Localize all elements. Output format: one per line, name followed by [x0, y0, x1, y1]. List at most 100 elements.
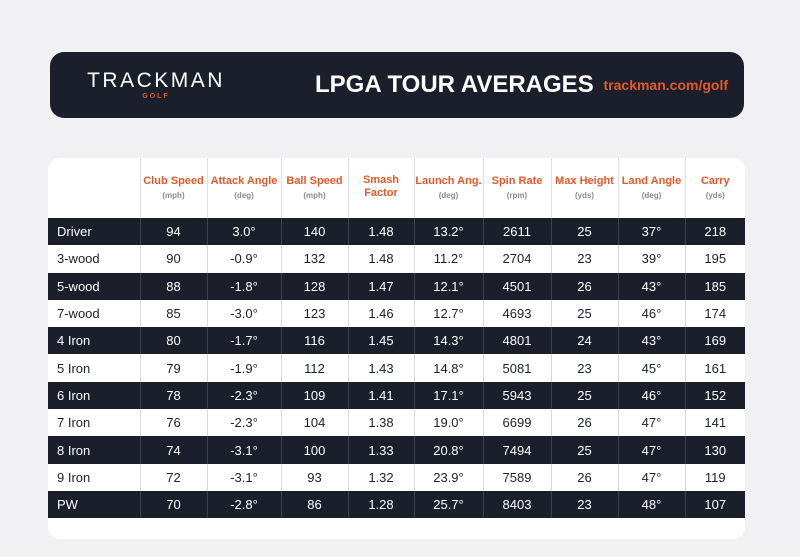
cell-club-speed: 70: [139, 490, 207, 519]
cell-launch-angle: 25.7°: [413, 490, 483, 519]
cell-ball-speed: 112: [280, 354, 348, 382]
cell-spin-rate: 7589: [482, 463, 551, 491]
cell-launch-angle: 17.1°: [413, 381, 483, 410]
column-unit: (deg): [641, 191, 662, 200]
cell-club: 6 Iron: [48, 381, 140, 410]
cell-land-angle: 46°: [617, 381, 685, 410]
column-header-max-height: Max Height (yds): [550, 158, 618, 218]
column-header-club: [48, 158, 140, 218]
cell-carry: 169: [684, 327, 745, 355]
cell-ball-speed: 128: [280, 272, 348, 300]
cell-carry: 130: [684, 436, 745, 464]
averages-table-card: Club Speed (mph) Attack Angle (deg) Ball Spe…: [48, 158, 745, 539]
cell-land-angle: 46°: [617, 299, 685, 328]
column-unit: (rpm): [506, 191, 528, 200]
cell-launch-angle: 12.1°: [413, 272, 483, 300]
cell-carry: 107: [684, 490, 745, 519]
cell-land-angle: 43°: [617, 327, 685, 355]
cell-max-height: 26: [550, 272, 618, 300]
cell-attack-angle: -2.3°: [206, 381, 281, 410]
cell-club-speed: 90: [139, 245, 207, 273]
cell-smash-factor: 1.32: [347, 463, 414, 491]
cell-club: 7-wood: [48, 299, 140, 328]
column-header-ball-speed: Ball Speed (mph): [280, 158, 348, 218]
cell-club-speed: 85: [139, 299, 207, 328]
cell-club: PW: [48, 490, 140, 519]
table-row: 5 Iron 79 -1.9° 112 1.43 14.8° 5081 23 45° 161: [48, 354, 745, 382]
column-unit: (mph): [162, 191, 185, 200]
page-title: LPGA TOUR AVERAGES: [315, 71, 594, 98]
cell-max-height: 25: [550, 381, 618, 410]
column-name: Launch Ang.: [415, 175, 482, 187]
cell-smash-factor: 1.47: [347, 272, 414, 300]
column-unit: (yds): [705, 191, 725, 200]
column-name: Spin Rate: [491, 175, 543, 187]
column-unit: (deg): [438, 191, 459, 200]
cell-club: Driver: [48, 218, 140, 246]
cell-spin-rate: 7494: [482, 436, 551, 464]
trackman-logo: TRACKMAN GOLF: [76, 70, 236, 102]
cell-carry: 218: [684, 218, 745, 246]
cell-attack-angle: -1.7°: [206, 327, 281, 355]
cell-max-height: 23: [550, 245, 618, 273]
cell-carry: 195: [684, 245, 745, 273]
cell-attack-angle: 3.0°: [206, 218, 281, 246]
table-row: 9 Iron 72 -3.1° 93 1.32 23.9° 7589 26 47° 119: [48, 463, 745, 491]
cell-launch-angle: 14.8°: [413, 354, 483, 382]
cell-launch-angle: 14.3°: [413, 327, 483, 355]
cell-max-height: 25: [550, 436, 618, 464]
cell-land-angle: 47°: [617, 463, 685, 491]
cell-smash-factor: 1.38: [347, 409, 414, 437]
website-link[interactable]: trackman.com/golf: [603, 77, 728, 93]
cell-club-speed: 80: [139, 327, 207, 355]
column-header-launch-angle: Launch Ang. (deg): [413, 158, 483, 218]
cell-club: 5 Iron: [48, 354, 140, 382]
cell-carry: 174: [684, 299, 745, 328]
table-row: 7 Iron 76 -2.3° 104 1.38 19.0° 6699 26 47° 141: [48, 409, 745, 437]
cell-smash-factor: 1.48: [347, 245, 414, 273]
column-name: Smash Factor: [362, 174, 400, 199]
cell-max-height: 25: [550, 218, 618, 246]
cell-smash-factor: 1.41: [347, 381, 414, 410]
cell-attack-angle: -1.9°: [206, 354, 281, 382]
cell-spin-rate: 6699: [482, 409, 551, 437]
cell-land-angle: 48°: [617, 490, 685, 519]
cell-ball-speed: 140: [280, 218, 348, 246]
logo-subtext: GOLF: [142, 93, 170, 100]
cell-ball-speed: 93: [280, 463, 348, 491]
cell-club-speed: 76: [139, 409, 207, 437]
table-row: 8 Iron 74 -3.1° 100 1.33 20.8° 7494 25 47° 130: [48, 436, 745, 464]
cell-carry: 161: [684, 354, 745, 382]
cell-land-angle: 45°: [617, 354, 685, 382]
cell-carry: 152: [684, 381, 745, 410]
cell-ball-speed: 116: [280, 327, 348, 355]
cell-carry: 185: [684, 272, 745, 300]
cell-launch-angle: 20.8°: [413, 436, 483, 464]
column-header-smash-factor: Smash Factor: [347, 158, 414, 218]
header-banner: TRACKMAN GOLF LPGA TOUR AVERAGES trackma…: [50, 52, 744, 118]
table-row: 7-wood 85 -3.0° 123 1.46 12.7° 4693 25 46° 174: [48, 299, 745, 328]
column-name: Max Height: [555, 175, 614, 187]
cell-club: 3-wood: [48, 245, 140, 273]
cell-spin-rate: 2704: [482, 245, 551, 273]
column-unit: (mph): [303, 191, 326, 200]
cell-launch-angle: 11.2°: [413, 245, 483, 273]
cell-club-speed: 74: [139, 436, 207, 464]
cell-spin-rate: 8403: [482, 490, 551, 519]
cell-spin-rate: 4801: [482, 327, 551, 355]
cell-max-height: 26: [550, 463, 618, 491]
cell-ball-speed: 104: [280, 409, 348, 437]
column-name: Ball Speed: [286, 175, 343, 187]
cell-attack-angle: -2.3°: [206, 409, 281, 437]
column-name: Land Angle: [621, 175, 682, 187]
cell-land-angle: 47°: [617, 409, 685, 437]
table-row: 6 Iron 78 -2.3° 109 1.41 17.1° 5943 25 46° 152: [48, 381, 745, 410]
cell-attack-angle: -3.1°: [206, 436, 281, 464]
cell-spin-rate: 4693: [482, 299, 551, 328]
cell-ball-speed: 109: [280, 381, 348, 410]
table-row: 4 Iron 80 -1.7° 116 1.45 14.3° 4801 24 43° 169: [48, 327, 745, 355]
cell-club-speed: 79: [139, 354, 207, 382]
cell-attack-angle: -1.8°: [206, 272, 281, 300]
cell-smash-factor: 1.46: [347, 299, 414, 328]
cell-carry: 141: [684, 409, 745, 437]
